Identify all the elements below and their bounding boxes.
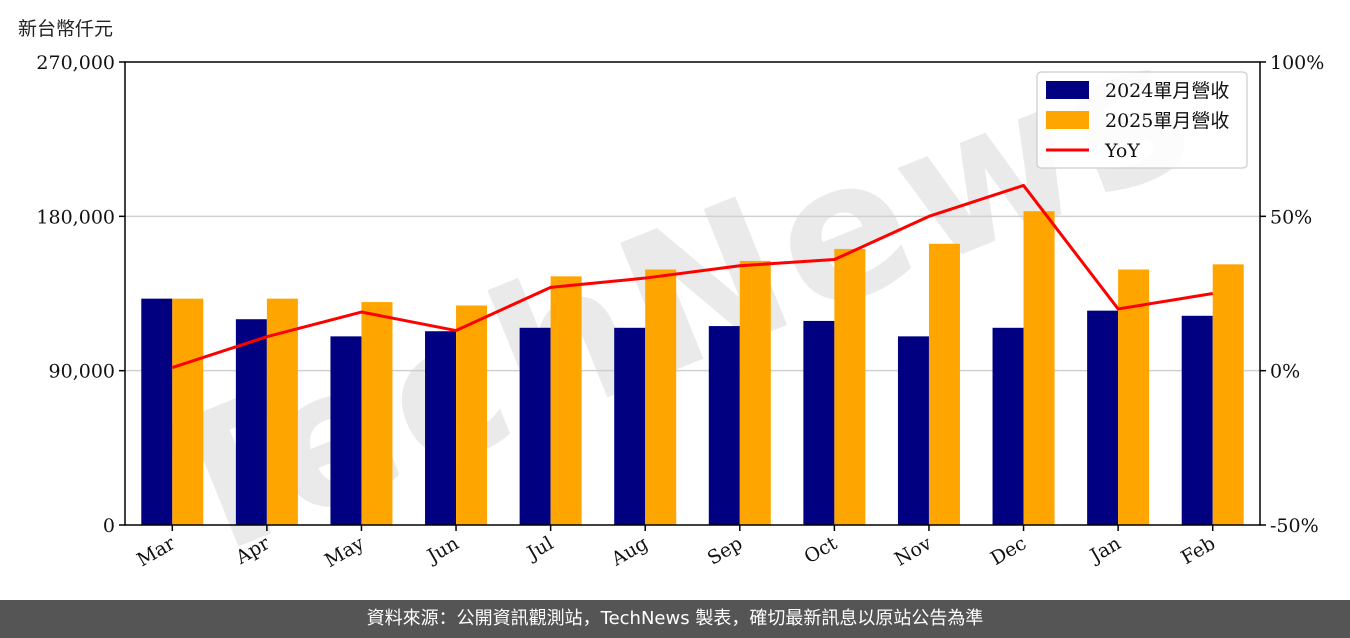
legend-label: 2025單月營收 [1105,110,1229,132]
x-tick-label-aug: Aug [607,532,652,571]
revenue-chart: TechNews 090,000180,000270,000-50%0%50%1… [36,0,1324,600]
bar-2024-nov [897,336,929,525]
bar-2024-dec [992,327,1024,525]
x-tick-label-jul: Jul [522,532,557,565]
x-tick-label-feb: Feb [1177,532,1219,569]
bar-2024-mar [141,298,173,525]
right-tick-label: 0% [1270,361,1300,383]
bar-2025-sep [739,260,771,525]
source-footer: 資料來源：公開資訊觀測站，TechNews 製表，確切最新訊息以原站公告為準 [0,600,1350,638]
right-tick-label: 100% [1270,52,1324,74]
y-axis-unit-label: 新台幣仟元 [18,18,114,40]
bar-2025-nov [928,243,960,525]
bar-2025-may [361,302,393,525]
x-tick-label-dec: Dec [987,532,1030,570]
bar-2024-jul [519,327,551,525]
legend-box [1036,71,1248,169]
bar-2025-dec [1023,211,1055,525]
bar-2024-oct [803,320,835,525]
bar-2025-jul [550,276,582,525]
legend: 2024單月營收 2025單月營收 YoY [1036,71,1248,169]
grid-lines [125,215,1260,372]
bar-2025-mar [172,298,204,525]
x-tick-label-jun: Jun [422,532,463,568]
bars [141,211,1244,526]
legend-label: 2024單月營收 [1105,80,1229,102]
plot-border [124,61,1261,526]
bar-2025-feb [1212,264,1244,525]
legend-swatch [1046,81,1089,99]
yoy-line-layer [171,183,1213,370]
bar-2024-jun [425,331,457,525]
bar-2024-jan [1087,310,1119,525]
left-tick-label: 90,000 [49,361,115,383]
bar-2024-may [330,336,362,525]
left-tick-label: 0 [103,515,115,537]
legend-swatch [1046,111,1089,129]
left-tick-label: 180,000 [36,206,115,228]
right-tick-label: -50% [1270,515,1319,537]
bar-2025-oct [834,248,866,526]
bar-2025-jun [456,305,488,525]
bar-2024-apr [235,319,267,525]
right-tick-label: 50% [1270,206,1312,228]
bar-2024-sep [708,326,740,525]
plot-frame [124,61,1261,526]
x-tick-label-jan: Jan [1085,532,1125,568]
x-tick-label-sep: Sep [704,532,747,569]
x-tick-label-mar: Mar [133,532,179,571]
legend-label: YoY [1104,140,1140,162]
bar-2024-feb [1181,315,1213,525]
bar-2025-aug [645,269,677,525]
yoy-line [171,183,1213,370]
x-tick-label-nov: Nov [891,532,936,571]
x-tick-label-oct: Oct [801,532,842,568]
left-tick-label: 270,000 [36,52,115,74]
bar-2024-aug [614,327,646,525]
bar-2025-jan [1118,269,1150,525]
